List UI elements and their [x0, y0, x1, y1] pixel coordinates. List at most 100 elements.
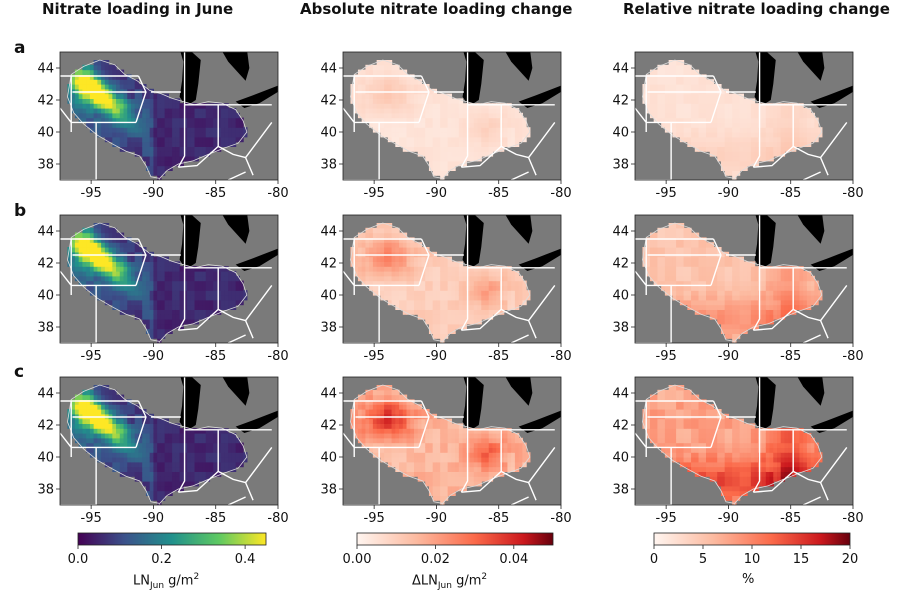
- heatmap-cell: [440, 156, 445, 162]
- heatmap-cell: [417, 242, 423, 248]
- heatmap-cell: [455, 481, 460, 487]
- heatmap-cell: [168, 127, 173, 133]
- heatmap-cell: [799, 112, 804, 119]
- heatmap-cell: [672, 237, 677, 243]
- heatmap-cell: [209, 442, 214, 448]
- heatmap-cell: [758, 136, 763, 143]
- heatmap-cell: [380, 103, 385, 109]
- heatmap-cell: [175, 103, 181, 109]
- heatmap-cell: [104, 457, 110, 463]
- heatmap-cell: [481, 442, 486, 448]
- heatmap-cell: [425, 314, 430, 320]
- heatmap-cell: [108, 93, 113, 99]
- heatmap-cell: [440, 319, 445, 325]
- heatmap-cell: [765, 132, 771, 138]
- heatmap-cell: [108, 290, 113, 296]
- heatmap-cell: [224, 447, 229, 453]
- heatmap-cell: [179, 304, 184, 310]
- heatmap-cell: [89, 389, 95, 396]
- heatmap-cell: [466, 127, 471, 133]
- heatmap-cell: [104, 271, 110, 277]
- basin-outline: [350, 384, 531, 504]
- heatmap-cell: [387, 64, 393, 71]
- state-border: [60, 107, 72, 123]
- heatmap-cell: [224, 428, 229, 434]
- heatmap-cell: [213, 266, 218, 272]
- heatmap-cell: [160, 170, 166, 176]
- state-border: [500, 121, 556, 159]
- heatmap-cell: [198, 146, 203, 152]
- heatmap-cell: [447, 108, 452, 114]
- heatmap-cell: [231, 442, 237, 448]
- heatmap-cell: [93, 275, 98, 282]
- heatmap-cell: [488, 295, 494, 301]
- heatmap-cell: [477, 280, 482, 286]
- heatmap-cell: [172, 266, 177, 272]
- heatmap-cell: [421, 141, 426, 147]
- heatmap-cell: [376, 442, 381, 448]
- heatmap-cell: [138, 290, 143, 296]
- heatmap-cell: [447, 423, 452, 429]
- heatmap-cell: [421, 280, 426, 286]
- heatmap-cell: [485, 295, 490, 301]
- heatmap-cell: [428, 251, 434, 258]
- heatmap-cell: [104, 433, 110, 439]
- heatmap-cell: [89, 237, 95, 243]
- heatmap-cell: [481, 452, 486, 458]
- heatmap-cell: [157, 490, 162, 496]
- heatmap-cell: [350, 261, 355, 267]
- heatmap-cell: [406, 247, 411, 253]
- heatmap-cell: [239, 136, 244, 143]
- heatmap-cell: [187, 117, 192, 123]
- heatmap-cell: [164, 136, 169, 143]
- heatmap-cell: [514, 447, 520, 453]
- heatmap-cell: [443, 98, 449, 104]
- heatmap-cell: [698, 237, 703, 243]
- heatmap-cell: [657, 237, 662, 243]
- heatmap-cell: [104, 108, 110, 114]
- heatmap-cell: [679, 261, 685, 267]
- heatmap-cell: [82, 409, 87, 415]
- heatmap-cell: [380, 389, 385, 396]
- heatmap-cell: [402, 433, 408, 439]
- heatmap-cell: [799, 132, 804, 138]
- heatmap-cell: [428, 151, 434, 157]
- state-border: [244, 320, 254, 339]
- map-frame: [342, 376, 562, 506]
- heatmap-cell: [354, 261, 359, 267]
- heatmap-cell: [440, 500, 445, 505]
- heatmap-cell: [391, 409, 396, 415]
- state-border: [343, 107, 355, 123]
- x-tick-label: -85: [780, 186, 801, 201]
- heatmap-cell: [462, 466, 467, 472]
- heatmap-cell: [462, 136, 467, 143]
- heatmap-cell: [209, 132, 214, 138]
- heatmap-cell: [187, 476, 192, 482]
- heatmap-cell: [432, 304, 438, 310]
- heatmap-cell: [436, 471, 441, 477]
- heatmap-cell: [447, 447, 452, 453]
- heatmap-cell: [361, 74, 367, 80]
- heatmap-cell: [402, 127, 408, 133]
- heatmap-cell: [425, 112, 430, 119]
- heatmap-cell: [668, 60, 673, 66]
- heatmap-cell: [496, 457, 501, 463]
- heatmap-cell: [384, 285, 389, 291]
- heatmap-cell: [160, 285, 166, 291]
- heatmap-cell: [153, 319, 158, 325]
- heatmap-cell: [440, 256, 445, 262]
- heatmap-cell: [417, 247, 423, 253]
- heatmap-cell: [198, 151, 203, 157]
- heatmap-cell: [432, 442, 438, 448]
- heatmap-cell: [443, 304, 449, 310]
- heatmap-cell: [179, 127, 184, 133]
- heatmap-cell: [369, 256, 374, 262]
- heatmap-cell: [164, 103, 169, 109]
- heatmap-cell: [492, 309, 497, 315]
- heatmap-cell: [395, 112, 400, 119]
- heatmap-cell: [74, 437, 80, 444]
- heatmap-cell: [406, 237, 411, 243]
- heatmap-cell: [78, 428, 84, 434]
- heatmap-cell: [145, 328, 151, 334]
